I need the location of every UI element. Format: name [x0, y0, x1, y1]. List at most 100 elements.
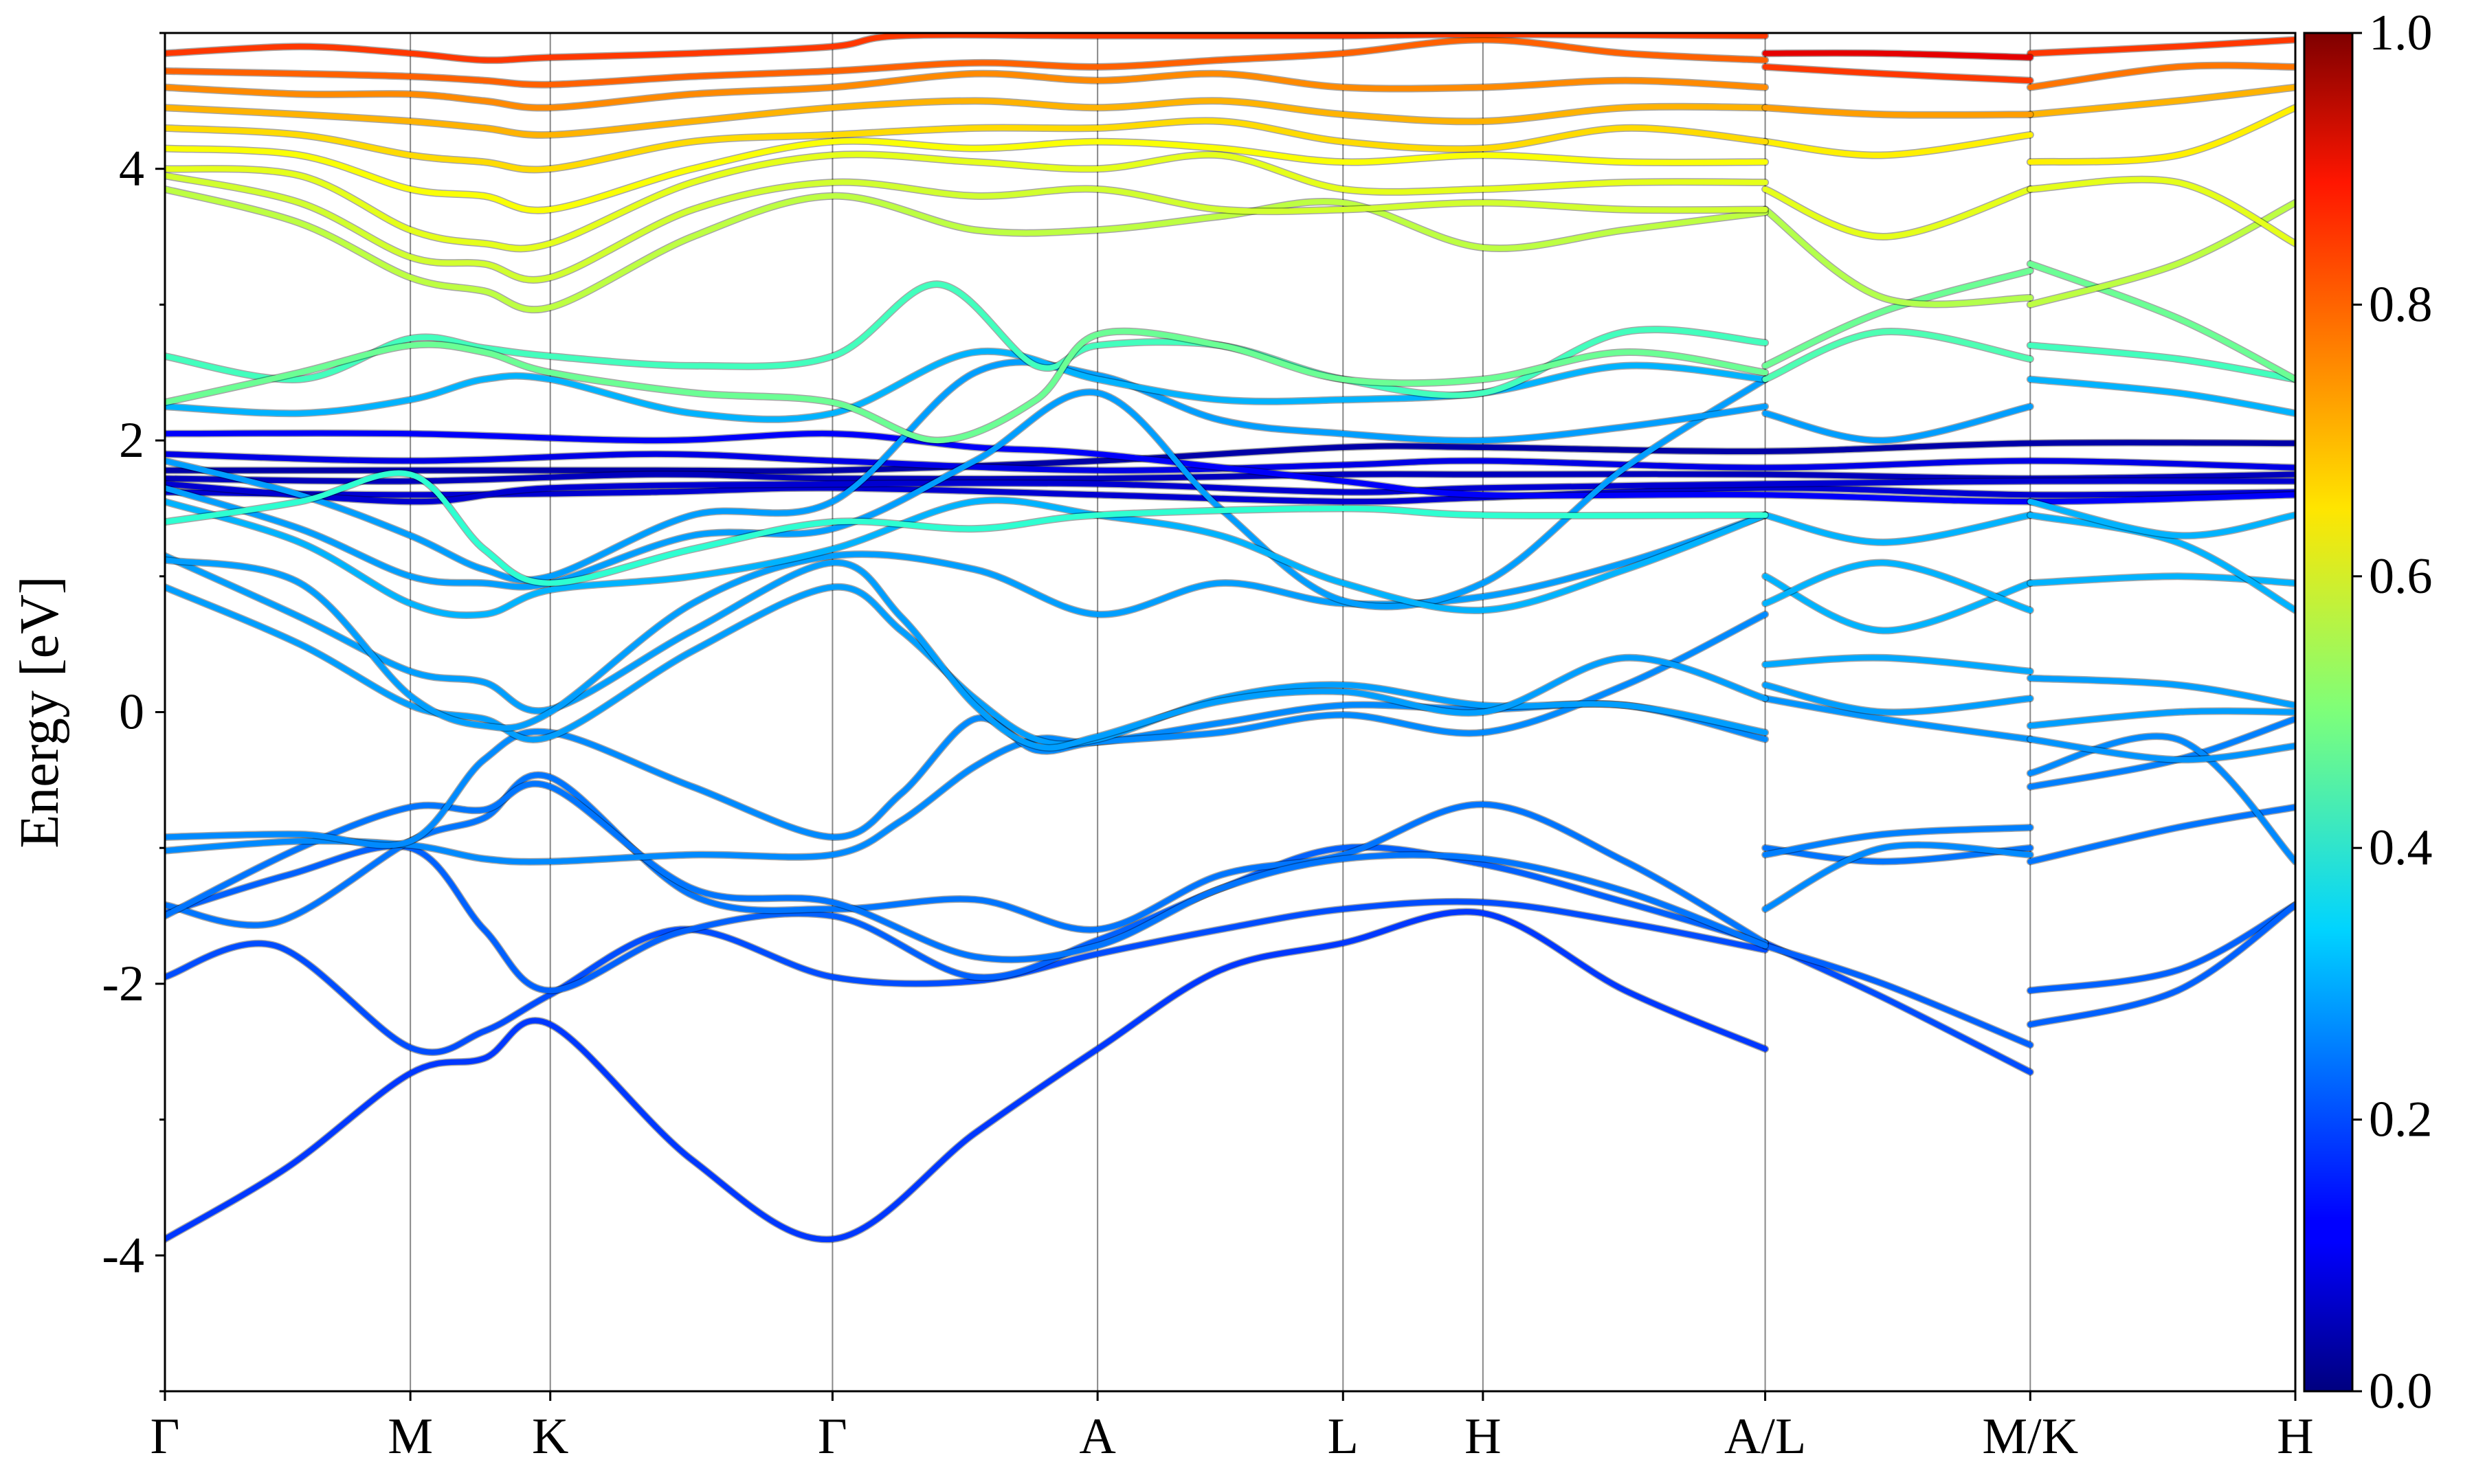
band-line [165, 470, 1768, 586]
y-axis-title: Energy [eV] [10, 576, 70, 848]
band-line-outline [2026, 104, 2295, 166]
band-line [165, 611, 1768, 848]
band-line [165, 36, 1768, 88]
band-line [165, 553, 1768, 751]
colorbar-ticks: 0.0 0.2 0.4 0.6 0.8 1.0 [2352, 5, 2433, 1419]
band-line-outline [2026, 901, 2295, 1028]
band-line-outline [1761, 205, 2034, 308]
band-line [1762, 328, 2033, 383]
band-line [165, 151, 1768, 251]
x-tick-label: K [532, 1408, 568, 1465]
band-line [1762, 682, 2033, 715]
band-lines [165, 33, 2295, 1244]
band-line [1762, 403, 2033, 444]
band-line [165, 328, 1768, 444]
colorbar-tick-label: 1.0 [2369, 5, 2433, 61]
x-tick-label: Γ [818, 1408, 847, 1465]
band-line [165, 780, 1768, 963]
band-line [2027, 342, 2295, 383]
band-line-outline [2026, 511, 2295, 614]
band-line [2027, 902, 2295, 1028]
band-line-outline [165, 552, 1770, 752]
band-line-outline [2026, 175, 2295, 247]
band-line-outline [1761, 327, 2034, 383]
y-axis: -4 -2 0 2 4 [102, 32, 165, 1393]
band-line [1762, 695, 2033, 742]
band-line [1762, 50, 2033, 60]
colorbar-tick-label: 0.6 [2369, 548, 2433, 605]
band-line [1762, 940, 2033, 1075]
band-line [165, 772, 1768, 946]
y-tick-label: -2 [102, 956, 144, 1012]
band-line [2027, 261, 2295, 383]
band-line [2027, 737, 2295, 763]
band-line [1762, 104, 2033, 118]
band-line [2027, 177, 2295, 247]
x-tick-label: A [1079, 1408, 1115, 1465]
band-line [2027, 573, 2295, 586]
band-line [165, 430, 2295, 505]
kpath-gridlines [410, 33, 2031, 1391]
band-line [165, 701, 1768, 865]
band-line-outline [2026, 260, 2295, 383]
x-tick-label: M [388, 1408, 433, 1465]
band-line-outline [2026, 901, 2295, 995]
band-line [165, 497, 1768, 618]
x-tick-label: M/K [1982, 1408, 2078, 1465]
band-line [165, 281, 1768, 398]
y-tick-label: -4 [102, 1227, 144, 1283]
band-line [2027, 36, 2295, 56]
colorbar: 0.0 0.2 0.4 0.6 0.8 1.0 [2303, 5, 2433, 1419]
band-line [2027, 512, 2295, 614]
x-tick-label: H [2277, 1408, 2313, 1465]
band-line [2027, 85, 2295, 117]
band-line [165, 478, 2295, 505]
band-line [1762, 655, 2033, 675]
band-line [2027, 675, 2295, 708]
band-line [1762, 268, 2033, 369]
colorbar-tick-label: 0.4 [2369, 820, 2433, 876]
band-line-outline [165, 33, 1770, 65]
x-tick-label: H [1464, 1408, 1501, 1465]
band-line [2027, 733, 2295, 864]
band-line [165, 186, 1768, 313]
band-line [1762, 207, 2033, 308]
band-line [1762, 132, 2033, 158]
band-line [2027, 63, 2295, 91]
band-line [165, 138, 1768, 214]
band-line [2027, 902, 2295, 993]
band-line [1762, 512, 2033, 546]
y-tick-label: 0 [119, 684, 144, 741]
band-line [165, 440, 2295, 474]
band-line [165, 899, 1768, 1055]
x-axis: Γ M K Γ A L H A/L M/K H [151, 1391, 2314, 1465]
band-line [1762, 186, 2033, 240]
band-line [165, 376, 1768, 609]
y-tick-label: 4 [119, 141, 144, 197]
band-line [1762, 64, 2033, 84]
band-line-outline [165, 771, 1770, 947]
y-tick-label: 2 [119, 412, 144, 469]
band-line [165, 512, 1768, 731]
band-line [2027, 104, 2295, 165]
band-line [165, 843, 1768, 993]
band-line [165, 117, 1768, 172]
x-tick-label: Γ [151, 1408, 180, 1465]
band-line [2027, 200, 2295, 308]
colorbar-gradient [2303, 32, 2354, 1393]
band-line [2027, 499, 2295, 539]
band-line [165, 172, 1768, 283]
band-line [2027, 376, 2295, 416]
colorbar-tick-label: 0.8 [2369, 276, 2433, 333]
band-line [1762, 842, 2033, 912]
band-line [2027, 804, 2295, 864]
band-line [165, 909, 1768, 1242]
band-line [165, 359, 1768, 583]
x-tick-label: L [1328, 1408, 1359, 1465]
band-line [165, 471, 2295, 484]
band-line [1762, 824, 2033, 858]
colorbar-tick-label: 0.2 [2369, 1092, 2433, 1148]
colorbar-tick-label: 0.0 [2369, 1363, 2433, 1419]
band-line [165, 33, 1768, 63]
